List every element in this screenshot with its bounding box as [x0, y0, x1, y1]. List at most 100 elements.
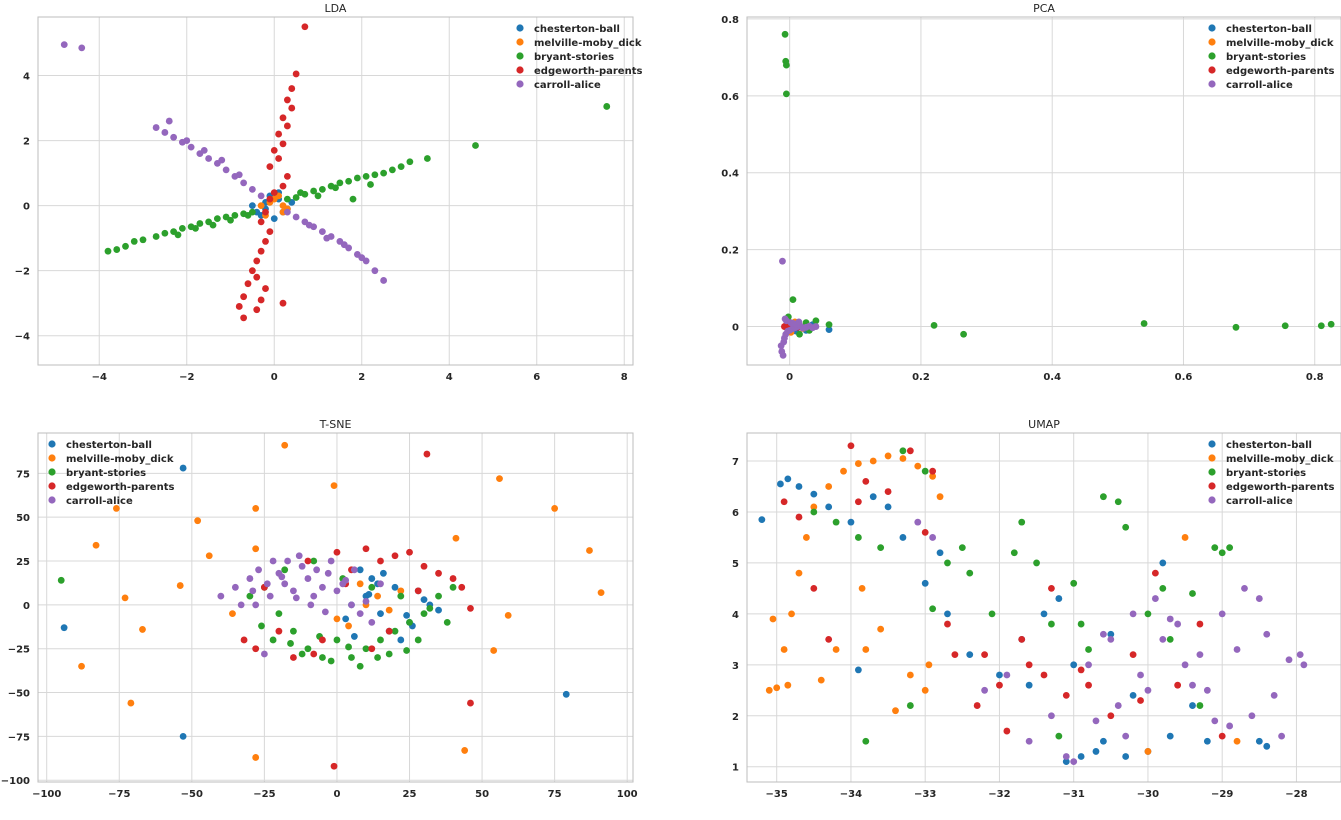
point-edgeworth-parents: [906, 447, 914, 455]
point-bryant-stories: [406, 158, 414, 166]
plot-frame: [746, 432, 1341, 783]
point-carroll-alice: [1070, 758, 1078, 766]
point-carroll-alice: [205, 155, 213, 162]
point-bryant-stories: [362, 645, 370, 653]
point-edgeworth-parents: [270, 189, 278, 197]
point-edgeworth-parents: [1129, 651, 1137, 659]
point-bryant-stories: [921, 467, 929, 475]
point-bryant-stories: [1281, 322, 1289, 330]
point-bryant-stories: [374, 654, 381, 661]
point-carroll-alice: [1203, 686, 1211, 694]
point-bryant-stories: [1048, 620, 1055, 628]
point-carroll-alice: [292, 213, 300, 221]
point-bryant-stories: [269, 636, 277, 644]
y-tick-label: −4: [15, 332, 30, 343]
point-bryant-stories: [1055, 732, 1063, 740]
point-carroll-alice: [222, 166, 230, 174]
point-carroll-alice: [284, 557, 292, 565]
y-tick-label: 1: [732, 763, 739, 774]
point-edgeworth-parents: [862, 478, 870, 485]
x-tick-label: 8: [621, 372, 628, 383]
point-carroll-alice: [237, 601, 245, 609]
point-chesterton-ball: [379, 569, 387, 577]
point-chesterton-ball: [854, 666, 862, 674]
point-bryant-stories: [231, 211, 239, 219]
point-bryant-stories: [782, 61, 790, 69]
point-carroll-alice: [319, 583, 326, 591]
point-chesterton-ball: [1159, 559, 1167, 567]
point-carroll-alice: [1248, 712, 1256, 720]
point-carroll-alice: [362, 597, 370, 605]
point-melville-moby-dick: [252, 505, 260, 512]
point-melville-moby-dick: [1144, 748, 1152, 755]
legend-marker: [48, 468, 56, 476]
point-edgeworth-parents: [279, 182, 287, 190]
point-edgeworth-parents: [333, 548, 341, 556]
legend-marker: [516, 52, 524, 60]
legend-label: bryant-stories: [1226, 468, 1306, 479]
point-melville-moby-dick: [884, 452, 892, 460]
point-carroll-alice: [310, 592, 318, 600]
point-bryant-stories: [960, 330, 967, 338]
point-chesterton-ball: [1122, 753, 1130, 760]
point-carroll-alice: [779, 257, 786, 265]
point-melville-moby-dick: [551, 505, 559, 512]
point-carroll-alice: [1048, 712, 1055, 720]
point-carroll-alice: [1174, 620, 1182, 628]
legend-marker: [1208, 496, 1216, 504]
point-carroll-alice: [1166, 615, 1174, 623]
point-bryant-stories: [104, 247, 112, 255]
legend-label: carroll-alice: [534, 80, 601, 91]
point-carroll-alice: [1144, 686, 1152, 694]
point-chesterton-ball: [350, 633, 358, 640]
point-edgeworth-parents: [257, 218, 265, 226]
point-bryant-stories: [152, 233, 160, 240]
point-edgeworth-parents: [854, 498, 862, 506]
legend-marker: [1208, 52, 1216, 60]
point-bryant-stories: [1327, 320, 1335, 328]
y-tick-label: 25: [16, 557, 30, 568]
point-bryant-stories: [603, 103, 611, 110]
x-tick-label: −100: [32, 789, 61, 800]
x-tick-label: −25: [253, 789, 275, 800]
point-edgeworth-parents: [420, 562, 428, 570]
legend-marker: [48, 496, 56, 504]
point-edgeworth-parents: [391, 552, 399, 560]
point-carroll-alice: [350, 566, 358, 574]
legend-marker: [1208, 66, 1216, 74]
point-chesterton-ball: [1166, 732, 1174, 740]
x-tick-label: −31: [1063, 789, 1085, 800]
point-bryant-stories: [930, 321, 938, 329]
panel-t-sne: −100 −75 −50 −25 0 25 50 75 100 −100 −75 −50 −25 0 25 5…: [1, 418, 638, 800]
y-tick-label: 75: [16, 469, 30, 480]
point-edgeworth-parents: [310, 650, 318, 658]
point-carroll-alice: [1114, 702, 1122, 709]
legend-label: bryant-stories: [534, 52, 614, 63]
point-carroll-alice: [1255, 595, 1263, 602]
plot-frame: [746, 16, 1341, 366]
point-chesterton-ball: [810, 490, 818, 498]
point-carroll-alice: [1226, 722, 1234, 730]
point-chesterton-ball: [1263, 742, 1271, 750]
point-edgeworth-parents: [1174, 681, 1182, 689]
point-melville-moby-dick: [765, 686, 773, 694]
point-bryant-stories: [113, 246, 121, 253]
point-bryant-stories: [825, 321, 833, 329]
point-edgeworth-parents: [283, 122, 291, 130]
point-bryant-stories: [1226, 544, 1234, 552]
point-edgeworth-parents: [423, 450, 431, 458]
point-bryant-stories: [443, 619, 451, 626]
point-chesterton-ball: [1107, 630, 1115, 638]
point-carroll-alice: [333, 587, 341, 595]
point-bryant-stories: [420, 610, 428, 618]
chart-title: LDA: [325, 2, 347, 15]
point-bryant-stories: [1166, 635, 1174, 643]
point-carroll-alice: [304, 575, 312, 582]
panel-lda: −4 −2 0 2 4 6 8 −4 −2 0 2 4 LDA chesterton-ball melvil…: [15, 2, 643, 383]
point-bryant-stories: [310, 187, 318, 195]
point-bryant-stories: [1196, 702, 1204, 709]
point-edgeworth-parents: [825, 635, 833, 643]
point-edgeworth-parents: [266, 163, 274, 171]
y-tick-label: 0.8: [721, 15, 739, 26]
